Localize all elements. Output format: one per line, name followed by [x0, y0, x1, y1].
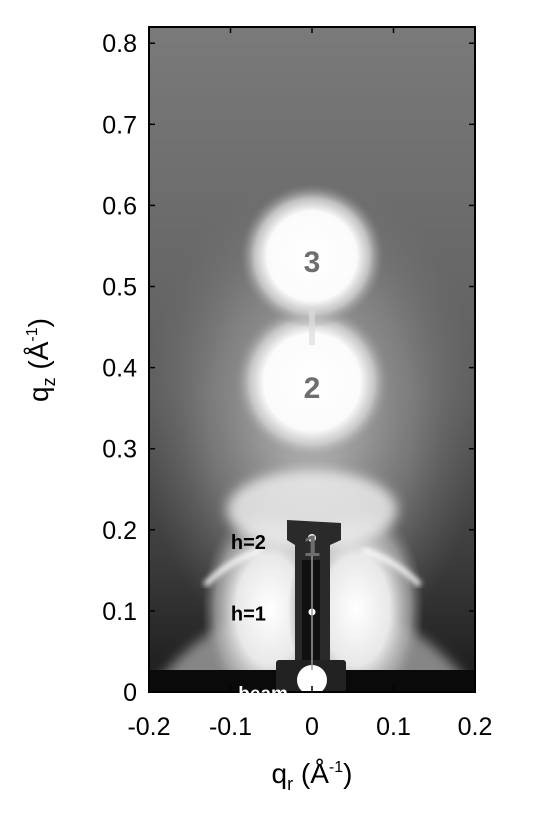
peak-label-1: 1	[304, 530, 321, 563]
y-axis-label: qz (Å-1)	[23, 318, 59, 402]
peak-label-3: 3	[304, 246, 321, 279]
y-tick-label: 0.8	[102, 30, 137, 58]
y-tick-label: 0.1	[102, 598, 137, 626]
x-tick-label: 0.2	[458, 713, 493, 741]
x-tick-label: -0.1	[209, 713, 252, 741]
annotation-beam: beam	[238, 684, 288, 705]
x-tick-label: 0	[305, 713, 319, 741]
annotation-h-2: h=2	[231, 532, 266, 554]
y-tick-label: 0.3	[102, 436, 137, 464]
y-tick-label: 0.5	[102, 274, 137, 302]
x-tick-label: 0.1	[376, 713, 411, 741]
x-tick-label: -0.2	[127, 713, 170, 741]
x-axis-label: qr (Å-1)	[272, 758, 353, 794]
y-tick-label: 0.7	[102, 111, 137, 139]
streak-between-2-3	[309, 310, 315, 345]
y-tick-label: 0.2	[102, 517, 137, 545]
y-tick-label: 0.6	[102, 192, 137, 220]
y-tick-label: 0	[123, 679, 137, 707]
peak-label-2: 2	[304, 372, 321, 405]
y-tick-label: 0.4	[102, 355, 137, 383]
annotation-h-1: h=1	[231, 603, 266, 625]
